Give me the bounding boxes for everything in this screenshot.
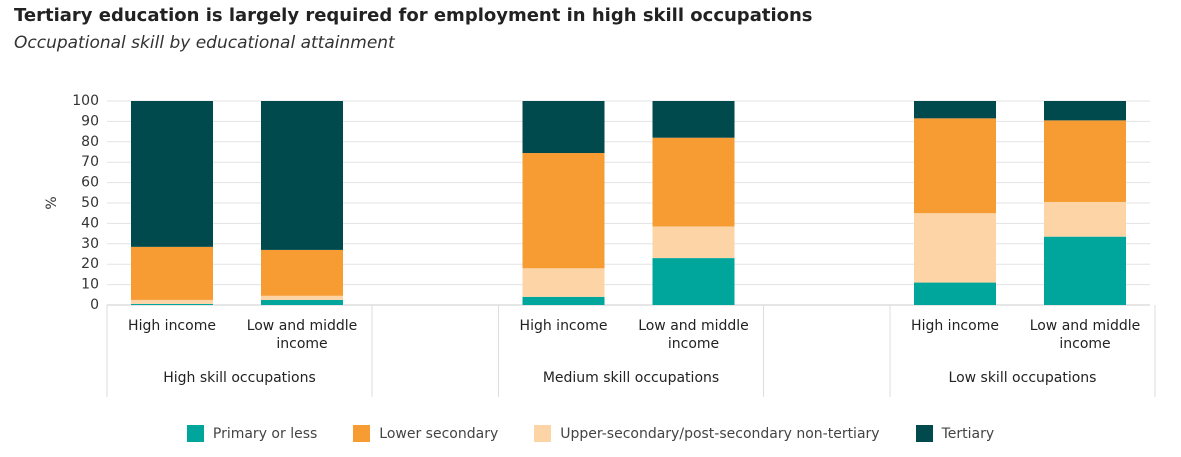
y-tick-label: 100 [72, 93, 99, 109]
chart-title: Tertiary education is largely required f… [14, 5, 813, 26]
chart-subtitle: Occupational skill by educational attain… [14, 33, 395, 53]
bar-segment [131, 246, 213, 300]
legend-swatch [186, 425, 204, 442]
x-tick-label: Low and middle income [638, 318, 749, 352]
legend: Primary or less Lower secondary Upper-seco… [0, 425, 1181, 442]
y-tick-label: 0 [90, 297, 99, 313]
bar-segment [1044, 120, 1126, 202]
bar-segment [652, 137, 735, 227]
y-tick-label: 70 [81, 154, 99, 170]
bar-segment [652, 258, 735, 305]
legend-item: Upper-secondary/post-secondary non-terti… [534, 425, 880, 442]
bar-segment [652, 101, 735, 138]
bar-segment [522, 101, 605, 154]
bar-segment [261, 295, 343, 300]
bar-segment [522, 153, 605, 269]
y-tick-label: 40 [81, 215, 99, 231]
legend-item: Tertiary [915, 425, 995, 442]
bar-segment [652, 226, 735, 259]
bar-segment [914, 101, 996, 119]
legend-swatch [915, 425, 933, 442]
bar-segment [1044, 236, 1126, 305]
bar-segment [131, 299, 213, 304]
bar-segment [131, 303, 213, 305]
bar-segment [261, 249, 343, 296]
y-tick-label: 80 [81, 134, 99, 150]
bar-segment [522, 296, 605, 305]
y-tick-label: 10 [81, 277, 99, 293]
x-tick-label: Low and middle income [1029, 318, 1141, 352]
x-tick-label: High income [519, 318, 608, 334]
bar-segment [914, 282, 996, 305]
bar-segment [131, 101, 213, 247]
group-label: Medium skill occupations [542, 370, 720, 386]
y-tick-label: 30 [81, 236, 99, 252]
group-label: Low skill occupations [948, 370, 1097, 386]
bar-segment [914, 118, 996, 214]
legend-label: Upper-secondary/post-secondary non-terti… [560, 425, 880, 442]
bar-segment [1044, 201, 1126, 237]
y-tick-label: 20 [81, 256, 99, 272]
bar-segment [261, 299, 343, 305]
bar-segment [1044, 101, 1126, 121]
x-tick-label: High income [128, 318, 216, 334]
y-axis-label: % [44, 196, 60, 209]
y-tick-label: 90 [81, 113, 99, 129]
legend-item: Primary or less [186, 425, 318, 442]
legend-label: Lower secondary [379, 425, 499, 442]
bar-segment [914, 213, 996, 283]
bar-segment [261, 101, 343, 250]
legend-label: Primary or less [212, 425, 318, 442]
x-tick-label: High income [911, 318, 999, 334]
legend-item: Lower secondary [353, 425, 498, 442]
legend-label: Tertiary [941, 425, 995, 442]
legend-swatch [534, 425, 552, 442]
group-label: High skill occupations [163, 370, 316, 386]
y-tick-label: 50 [81, 195, 99, 211]
x-tick-label: Low and middle income [246, 318, 358, 352]
y-tick-label: 60 [81, 175, 99, 191]
bar-segment [522, 268, 605, 297]
legend-swatch [353, 425, 371, 442]
